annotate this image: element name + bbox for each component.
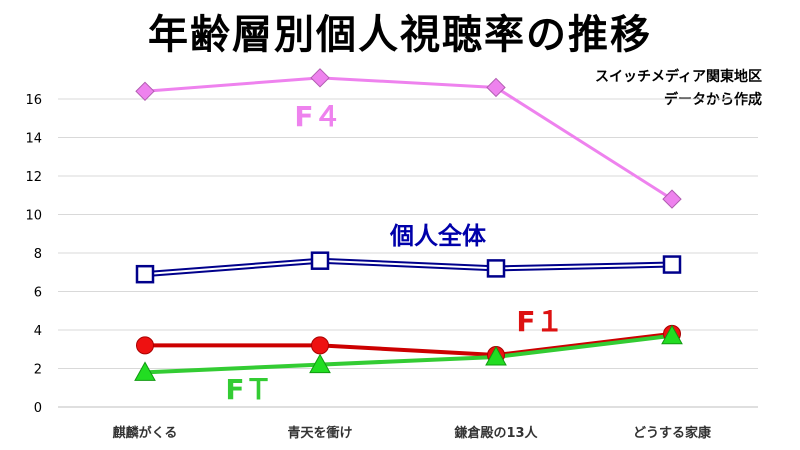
marker-個人全体-1	[135, 264, 155, 284]
x-tick-label-3: 鎌倉殿の13人	[453, 425, 538, 441]
x-axis-ticks: 麒麟がくる 青天を衝け 鎌倉殿の13人 どうする家康	[113, 425, 712, 441]
source-note-line-1: スイッチメディア関東地区	[594, 69, 762, 85]
marker-FＴ-2	[309, 353, 331, 374]
marker-個人全体-3	[486, 259, 506, 278]
marker-FＴ-1	[134, 361, 156, 381]
y-tick-label-16: 16	[25, 93, 42, 108]
y-tick-label-6: 6	[34, 286, 42, 301]
y-axis-ticks: 0 2 4 6 8 10 12 14 16	[25, 93, 42, 416]
chart-title: 年齢層別個人視聴率の推移	[148, 12, 652, 58]
series-line-FＴ	[144, 333, 673, 375]
series-line-F４	[144, 76, 673, 201]
source-note: スイッチメディア関東地区 データから作成	[595, 66, 762, 112]
marker-FＴ-3	[485, 345, 507, 366]
y-tick-label-0: 0	[34, 401, 42, 416]
marker-F４-3	[486, 77, 506, 98]
y-tick-label-2: 2	[34, 363, 42, 378]
y-tick-label-14: 14	[25, 132, 42, 147]
x-tick-label-1: 麒麟がくる	[113, 425, 178, 441]
marker-F４-1	[135, 81, 155, 102]
series-label-F４: F４	[294, 100, 341, 133]
x-tick-label-4: どうする家康	[633, 425, 712, 441]
y-tick-label-4: 4	[34, 324, 42, 339]
series-lines	[144, 76, 673, 375]
marker-F４-4	[662, 189, 682, 209]
series-label-FＴ: FＴ	[225, 373, 272, 406]
gridlines	[58, 98, 758, 408]
marker-個人全体-2	[310, 251, 330, 270]
marker-F１-2	[311, 336, 329, 355]
y-tick-label-12: 12	[25, 170, 42, 185]
marker-F１-1	[136, 336, 154, 355]
marker-F４-2	[310, 68, 330, 88]
marker-FＴ-4	[661, 324, 683, 345]
y-tick-label-10: 10	[25, 209, 42, 224]
y-tick-label-8: 8	[34, 247, 42, 262]
series-labels: F４ 個人全体 F１ FＴ	[225, 100, 563, 406]
series-line-inner-個人全体	[144, 259, 673, 276]
source-note-line-2: データから作成	[664, 92, 762, 108]
series-label-F１: F１	[516, 305, 563, 338]
series-label-個人全体: 個人全体	[389, 222, 487, 250]
x-tick-label-2: 青天を衝け	[287, 425, 352, 441]
marker-個人全体-4	[662, 255, 682, 274]
series-markers	[134, 68, 683, 381]
